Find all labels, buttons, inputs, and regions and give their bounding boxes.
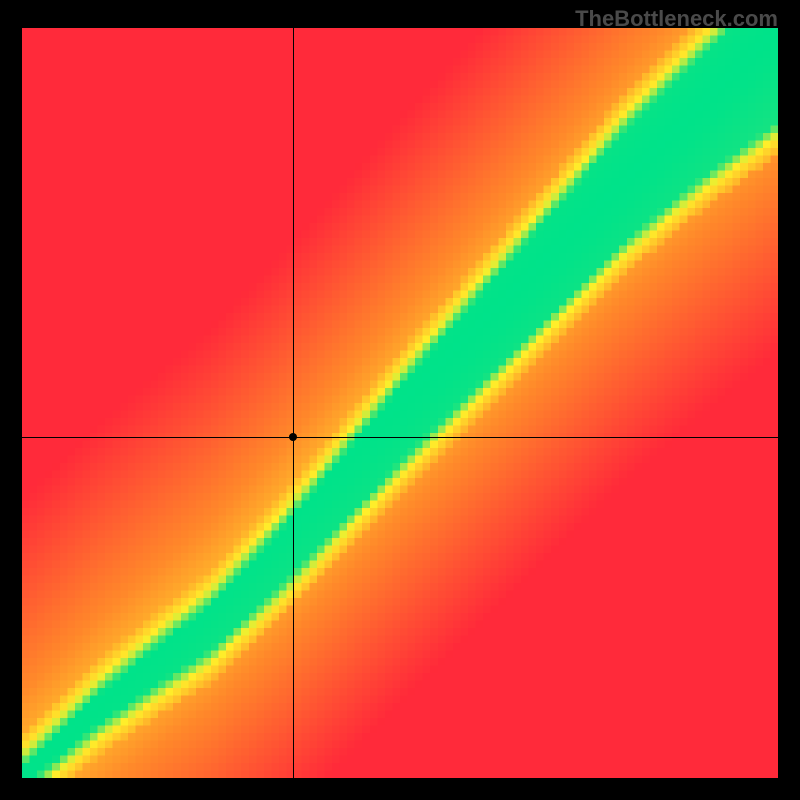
heatmap-plot xyxy=(22,28,778,778)
crosshair-horizontal xyxy=(22,437,778,438)
watermark-text: TheBottleneck.com xyxy=(575,6,778,32)
marker-dot xyxy=(289,433,297,441)
heatmap-canvas xyxy=(22,28,778,778)
crosshair-vertical xyxy=(293,28,294,778)
